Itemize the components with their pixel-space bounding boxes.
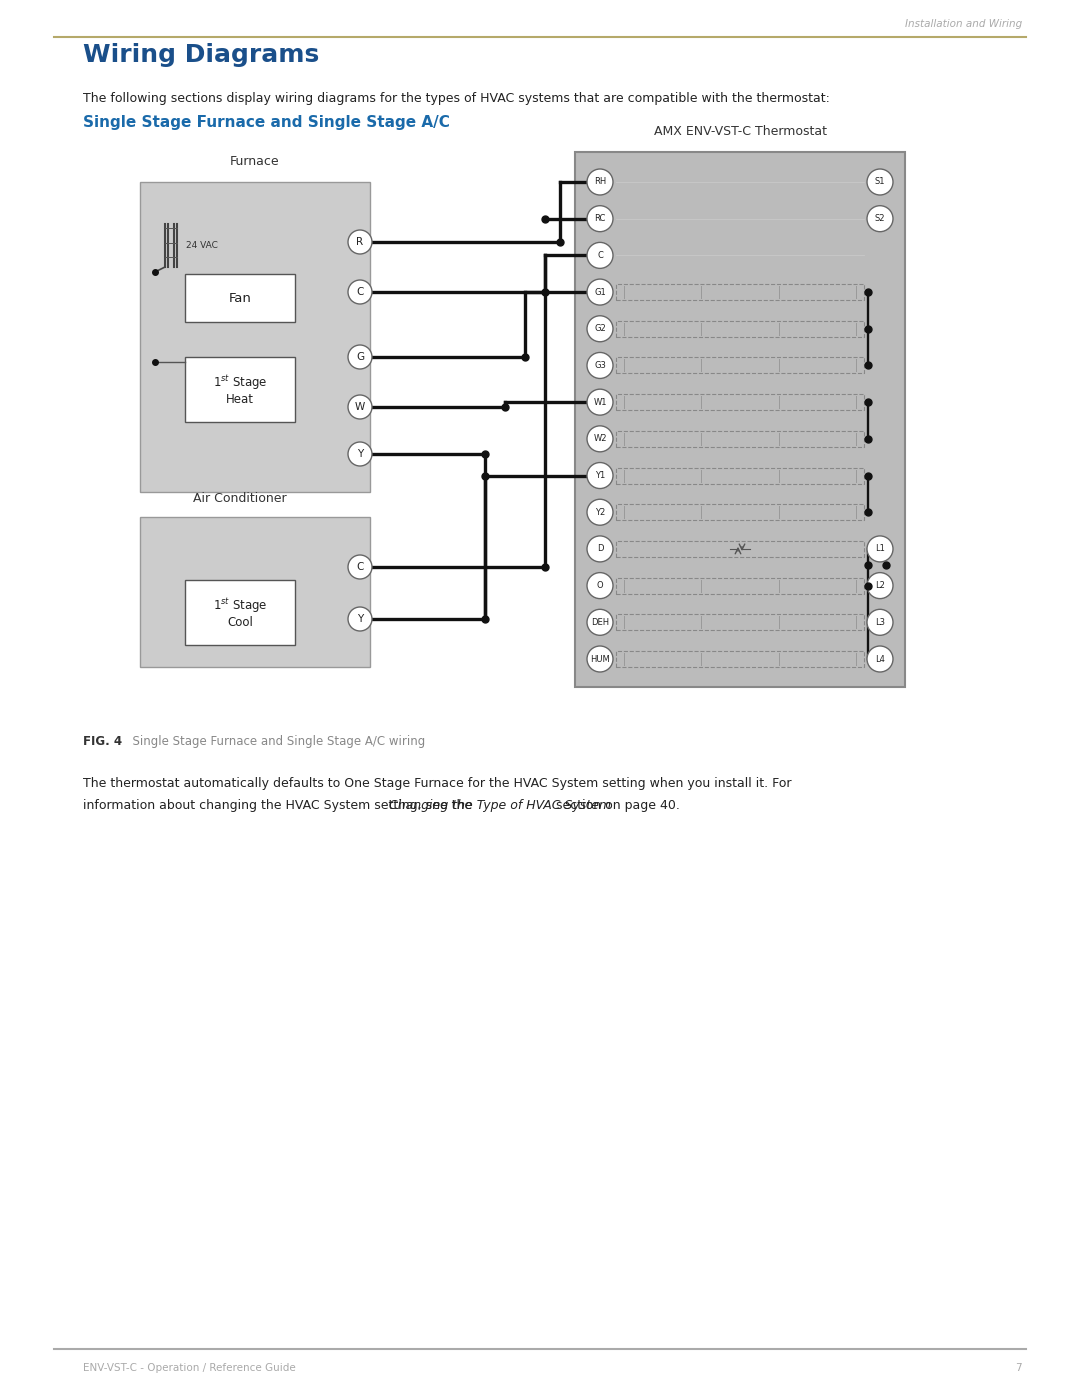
Text: ENV-VST-C - Operation / Reference Guide: ENV-VST-C - Operation / Reference Guide (83, 1363, 296, 1373)
Text: Furnace: Furnace (230, 155, 280, 168)
Text: RC: RC (594, 214, 606, 224)
Circle shape (348, 345, 372, 369)
Bar (185, 580, 295, 645)
Text: Wiring Diagrams: Wiring Diagrams (83, 43, 320, 67)
Bar (616, 651, 864, 666)
Circle shape (348, 395, 372, 419)
Bar (616, 541, 864, 557)
Text: Fan: Fan (229, 292, 252, 305)
Bar (616, 321, 864, 337)
Text: Y1: Y1 (595, 471, 605, 481)
Text: O: O (596, 581, 604, 590)
Text: C: C (597, 251, 603, 260)
Circle shape (348, 441, 372, 467)
Text: Y: Y (356, 448, 363, 460)
Circle shape (867, 609, 893, 636)
Text: 24 VAC: 24 VAC (186, 242, 218, 250)
Text: DEH: DEH (591, 617, 609, 627)
Text: W: W (355, 402, 365, 412)
Text: section on page 40.: section on page 40. (552, 799, 680, 812)
Circle shape (867, 573, 893, 599)
Circle shape (588, 169, 613, 196)
Bar (185, 358, 295, 422)
Circle shape (588, 316, 613, 342)
Circle shape (588, 243, 613, 268)
Text: C: C (356, 562, 364, 571)
Bar (140, 517, 370, 666)
Circle shape (867, 536, 893, 562)
Text: L3: L3 (875, 617, 885, 627)
Text: Changing the Type of HVAC System: Changing the Type of HVAC System (389, 799, 611, 812)
Text: G3: G3 (594, 360, 606, 370)
Text: L4: L4 (875, 655, 885, 664)
Circle shape (588, 536, 613, 562)
Text: S1: S1 (875, 177, 886, 187)
Circle shape (588, 426, 613, 451)
Text: 1$^{st}$ Stage: 1$^{st}$ Stage (213, 373, 267, 391)
Circle shape (588, 462, 613, 489)
Circle shape (867, 169, 893, 196)
Bar (185, 274, 295, 321)
Text: FIG. 4: FIG. 4 (83, 735, 122, 747)
Circle shape (867, 205, 893, 232)
Text: Cool: Cool (227, 616, 253, 629)
Text: information about changing the HVAC System setting, see the: information about changing the HVAC Syst… (83, 799, 476, 812)
Bar (616, 358, 864, 373)
Text: Single Stage Furnace and Single Stage A/C wiring: Single Stage Furnace and Single Stage A/… (125, 735, 426, 747)
Circle shape (588, 573, 613, 599)
Circle shape (867, 645, 893, 672)
Bar (616, 284, 864, 300)
Text: 7: 7 (1015, 1363, 1022, 1373)
Text: W1: W1 (593, 398, 607, 407)
Text: Heat: Heat (226, 393, 254, 407)
Circle shape (348, 279, 372, 305)
Text: G1: G1 (594, 288, 606, 296)
Text: RH: RH (594, 177, 606, 187)
Text: HUM: HUM (590, 655, 610, 664)
Text: Y: Y (356, 615, 363, 624)
Text: AMX ENV-VST-C Thermostat: AMX ENV-VST-C Thermostat (653, 124, 826, 138)
Circle shape (588, 390, 613, 415)
Bar (140, 182, 370, 492)
Text: Installation and Wiring: Installation and Wiring (905, 20, 1022, 29)
Text: W2: W2 (593, 434, 607, 443)
Text: The thermostat automatically defaults to One Stage Furnace for the HVAC System s: The thermostat automatically defaults to… (83, 777, 792, 789)
Text: S2: S2 (875, 214, 886, 224)
Text: 1$^{st}$ Stage: 1$^{st}$ Stage (213, 597, 267, 615)
Circle shape (588, 609, 613, 636)
Text: C: C (356, 286, 364, 298)
Bar (616, 577, 864, 594)
Text: Y2: Y2 (595, 507, 605, 517)
Circle shape (588, 352, 613, 379)
Circle shape (588, 205, 613, 232)
Bar (616, 430, 864, 447)
Circle shape (348, 608, 372, 631)
Circle shape (588, 645, 613, 672)
Circle shape (588, 279, 613, 305)
Circle shape (588, 499, 613, 525)
Text: R: R (356, 237, 364, 247)
Text: G: G (356, 352, 364, 362)
Circle shape (348, 555, 372, 578)
Text: Single Stage Furnace and Single Stage A/C: Single Stage Furnace and Single Stage A/… (83, 115, 450, 130)
Bar (616, 394, 864, 411)
Circle shape (348, 231, 372, 254)
Text: The following sections display wiring diagrams for the types of HVAC systems tha: The following sections display wiring di… (83, 92, 829, 105)
Text: Air Conditioner: Air Conditioner (193, 492, 287, 504)
Bar (575, 152, 905, 687)
Bar (616, 468, 864, 483)
Text: L2: L2 (875, 581, 885, 590)
Text: L1: L1 (875, 545, 885, 553)
Text: D: D (597, 545, 604, 553)
Bar (616, 504, 864, 520)
Text: G2: G2 (594, 324, 606, 334)
Bar (616, 615, 864, 630)
